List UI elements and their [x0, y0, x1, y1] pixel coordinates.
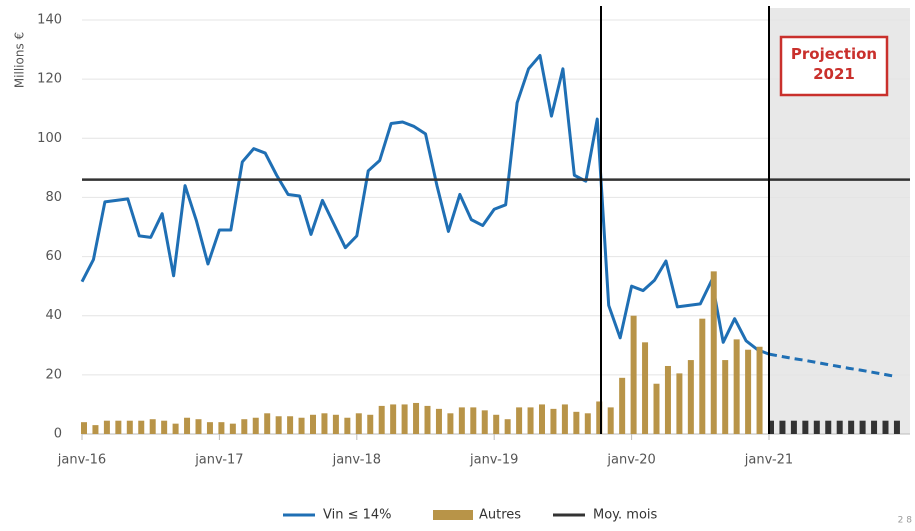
bar	[561, 404, 568, 434]
bar	[103, 420, 110, 434]
bar	[241, 419, 248, 434]
bar	[378, 405, 385, 434]
bar	[310, 414, 316, 434]
bar	[138, 420, 145, 434]
legend-label: Autres	[479, 508, 521, 523]
annotation: Projection 2021	[790, 45, 878, 83]
line	[80, 53, 770, 356]
y-tick-label: 140	[37, 13, 62, 28]
bar	[825, 420, 832, 434]
bar	[687, 360, 694, 434]
bar	[115, 420, 122, 434]
bar	[779, 420, 786, 434]
x-tick-label: janv-17	[194, 453, 243, 468]
bar	[424, 405, 431, 434]
bar	[573, 411, 580, 434]
y-axis-label: Millions €	[13, 32, 27, 88]
bar	[768, 420, 774, 434]
bar	[596, 401, 603, 434]
y-tick-label: 0	[54, 427, 62, 442]
bar	[836, 420, 843, 434]
bar	[355, 413, 362, 434]
bar	[527, 407, 534, 434]
bar	[332, 414, 339, 434]
bar	[264, 413, 271, 434]
bar	[882, 420, 889, 434]
bar	[871, 420, 878, 434]
bar	[493, 414, 500, 434]
bar	[298, 417, 305, 434]
bar	[802, 420, 809, 434]
bar	[149, 419, 156, 434]
bar	[504, 419, 511, 434]
bar	[630, 315, 637, 434]
bar	[790, 420, 797, 434]
bar	[172, 423, 179, 434]
bar	[81, 422, 87, 434]
bar	[664, 365, 671, 434]
bar	[447, 413, 454, 434]
bar	[481, 410, 488, 434]
bar	[435, 408, 442, 434]
y-tick-label: 120	[37, 72, 62, 87]
y-tick-label: 60	[45, 249, 62, 264]
legend-label: Moy. mois	[593, 508, 658, 523]
annotation-box	[779, 35, 889, 97]
bar	[195, 419, 202, 434]
bar	[401, 404, 408, 434]
bar	[859, 420, 866, 434]
bar	[344, 417, 351, 434]
bar	[287, 416, 294, 434]
bar	[710, 271, 717, 434]
bar	[367, 414, 374, 434]
bar	[390, 404, 397, 434]
bar	[321, 413, 328, 434]
x-tick-label: janv-19	[469, 453, 518, 468]
y-tick-label: 20	[45, 367, 62, 382]
projection-line	[768, 352, 896, 378]
bar	[184, 417, 191, 434]
bar	[126, 420, 133, 434]
y-tick-label: 80	[45, 190, 62, 205]
x-tick-label: janv-20	[606, 453, 655, 468]
bar	[206, 422, 213, 434]
bar	[722, 360, 729, 434]
legend-swatch	[433, 510, 473, 520]
x-tick-label: janv-18	[332, 453, 381, 468]
bar	[458, 407, 465, 434]
bar	[745, 349, 752, 434]
bar	[252, 417, 259, 434]
annotation-text: Projection 2021	[790, 45, 878, 83]
bar	[229, 423, 236, 434]
x-tick-label: janv-16	[57, 453, 106, 468]
bar	[607, 407, 614, 434]
bar	[584, 413, 591, 434]
bar	[653, 383, 660, 434]
bar	[275, 416, 282, 434]
legend-label: Vin ≤ 14%	[323, 508, 392, 523]
corner-text: 2 8	[898, 516, 913, 526]
bar	[642, 342, 649, 434]
bar	[699, 318, 706, 434]
bar	[676, 373, 683, 434]
bar	[893, 420, 900, 434]
bar	[813, 420, 820, 434]
bar	[413, 402, 420, 434]
bar	[550, 408, 557, 434]
bar	[756, 346, 763, 434]
bar	[470, 407, 477, 434]
bar	[516, 407, 523, 434]
bar	[161, 420, 168, 434]
bar	[733, 339, 740, 434]
y-tick-label: 40	[45, 308, 62, 323]
bar	[92, 425, 99, 434]
x-tick-label: janv-21	[744, 453, 793, 468]
bar	[539, 404, 545, 434]
y-tick-label: 100	[37, 131, 62, 146]
bar	[218, 422, 225, 434]
bar	[619, 377, 626, 434]
bar	[848, 420, 855, 434]
